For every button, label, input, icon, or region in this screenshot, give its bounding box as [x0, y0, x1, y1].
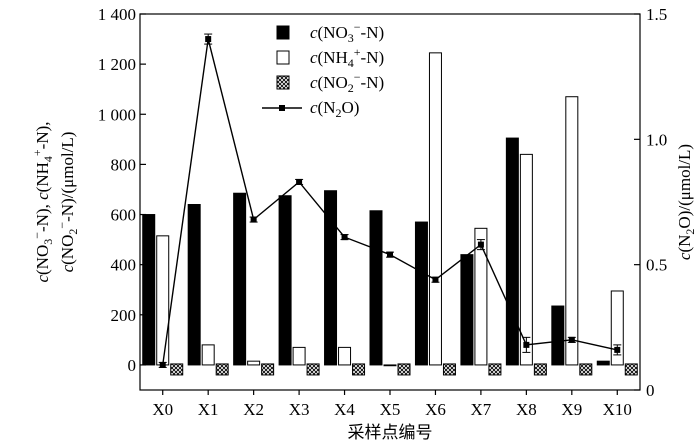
bar-series1-X1 — [201, 344, 215, 366]
n2o-point-X8 — [523, 341, 530, 348]
bar-series1-X5 — [383, 364, 397, 367]
x-tick-label-X8: X8 — [516, 400, 537, 419]
bars-layer — [142, 52, 638, 376]
n2o-line — [162, 38, 618, 366]
x-tick-label-X2: X2 — [243, 400, 264, 419]
axis-labels: 采样点编号 c(NO3−-N), c(NH4+-N),c(NO2−-N)/(μmo… — [30, 121, 697, 443]
x-tick-label-X10: X10 — [603, 400, 632, 419]
bar-series0-X1 — [187, 204, 201, 366]
legend-label-0: c(NO3−-N) — [310, 20, 384, 45]
x-axis-label: 采样点编号 — [348, 423, 433, 443]
bar-series0-X5 — [369, 210, 383, 366]
left-tick-label-600: 600 — [111, 206, 137, 225]
x-tick-label-X7: X7 — [471, 400, 492, 419]
left-tick-label-1000: 1 000 — [98, 105, 136, 124]
legend-label-2: c(NO2−-N) — [310, 70, 384, 95]
bar-series2-X7 — [488, 363, 502, 376]
n2o-point-X10 — [614, 346, 621, 353]
n2o-point-X1 — [205, 36, 212, 43]
bar-series0-X9 — [551, 305, 565, 366]
bar-series2-X0 — [170, 363, 184, 376]
left-tick-label-0: 0 — [128, 356, 137, 375]
bar-series2-X3 — [306, 363, 320, 376]
legend: c(NO3−-N)c(NH4+-N)c(NO2−-N) c(N2O) — [262, 20, 384, 120]
y-axis-right-label: c(N2O)/(μmol/L) — [675, 144, 697, 260]
legend-label-3: c(N2O) — [310, 98, 359, 120]
left-tick-label-200: 200 — [111, 306, 137, 325]
bar-series2-X4 — [352, 363, 366, 376]
n2o-point-X0 — [159, 361, 166, 368]
legend-swatch-1 — [276, 50, 290, 65]
left-tick-label-800: 800 — [111, 155, 137, 174]
x-tick-label-X1: X1 — [198, 400, 219, 419]
bar-series2-X5 — [397, 363, 411, 376]
legend-swatch-2 — [276, 75, 290, 90]
x-tick-label-X6: X6 — [425, 400, 446, 419]
x-tick-label-X5: X5 — [380, 400, 401, 419]
bar-series1-X2 — [247, 360, 261, 366]
bar-series1-X6 — [428, 52, 442, 366]
n2o-point-X2 — [250, 216, 257, 223]
legend-marker-swatch — [279, 105, 285, 111]
legend-swatch-0 — [276, 25, 290, 40]
bar-series2-X2 — [261, 363, 275, 376]
n2o-point-X4 — [341, 234, 348, 241]
bar-series1-X9 — [565, 96, 579, 366]
bar-series1-X10 — [610, 290, 624, 366]
bar-series2-X10 — [624, 363, 638, 376]
x-tick-label-X9: X9 — [561, 400, 582, 419]
right-tick-label-2: 1.0 — [646, 130, 667, 149]
right-tick-label-3: 1.5 — [646, 5, 667, 24]
bar-series0-X4 — [324, 190, 338, 366]
left-tick-label-1200: 1 200 — [98, 55, 136, 74]
bar-series0-X8 — [505, 137, 519, 366]
y-axis-left-label-line1: c(NO3−-N), c(NH4+-N), — [30, 121, 55, 282]
n2o-point-X6 — [432, 276, 439, 283]
bar-series1-X0 — [156, 235, 170, 366]
x-tick-label-X3: X3 — [289, 400, 310, 419]
bar-series2-X6 — [442, 363, 456, 376]
bar-series2-X1 — [215, 363, 229, 376]
x-tick-label-X4: X4 — [334, 400, 355, 419]
bar-series1-X3 — [292, 346, 306, 366]
bar-series0-X10 — [596, 360, 610, 366]
bar-series0-X3 — [278, 195, 292, 366]
plot-frame — [139, 13, 641, 391]
bar-series1-X4 — [338, 346, 352, 366]
bar-series0-X0 — [142, 214, 156, 366]
legend-label-1: c(NH4+-N) — [310, 45, 384, 70]
bar-series2-X9 — [579, 363, 593, 376]
axes-layer: 0 200 400 600 800 1 000 1 200 1 400 0 0.5 1.0 1.5 X0… — [98, 5, 668, 419]
bar-series0-X6 — [414, 221, 428, 366]
left-tick-label-1400: 1 400 — [98, 5, 136, 24]
bar-series1-X8 — [519, 153, 533, 366]
bar-series1-X7 — [474, 227, 488, 366]
n2o-point-X5 — [387, 251, 393, 258]
bar-series0-X2 — [233, 192, 247, 366]
x-tick-label-X0: X0 — [152, 400, 173, 419]
right-tick-label-1: 0.5 — [646, 256, 667, 275]
n2o-line-layer — [158, 33, 622, 368]
bar-series2-X8 — [533, 363, 547, 376]
n2o-point-X7 — [477, 241, 484, 248]
bar-series0-X7 — [460, 254, 474, 366]
n2o-point-X9 — [568, 336, 575, 343]
left-tick-label-400: 400 — [111, 256, 137, 275]
n2o-point-X3 — [296, 178, 303, 185]
y-axis-left-label-line2: c(NO2−-N)/(μmol/L) — [55, 132, 80, 273]
right-tick-label-0: 0 — [646, 381, 655, 400]
